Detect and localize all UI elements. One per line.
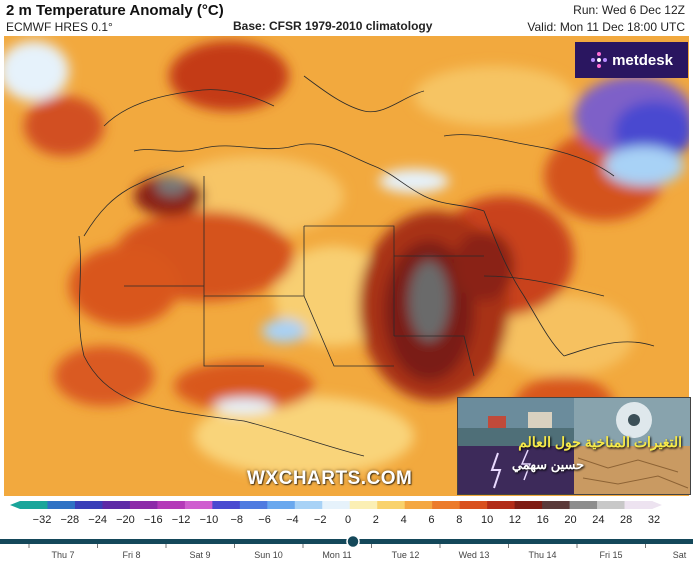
legend-swatch [542,501,571,509]
legend-swatch [349,501,378,509]
legend-swatch [624,501,653,509]
legend-tick-label: −32 [33,514,52,526]
anomaly-map[interactable] [4,36,689,496]
forecast-timeline[interactable]: Thu 7 Fri 8 Sat 9 Sun 10 Mon 11 Tue 12 Wed 13 T… [0,535,693,561]
legend-tick-label: 4 [401,514,407,526]
legend-tick-label: 16 [537,514,549,526]
climate-overlay-image: التغيرات المناخية حول العالم حسين سهمي [457,397,691,495]
overlay-collage [458,398,690,494]
legend-tick-label: −24 [88,514,107,526]
legend-tick-label: 6 [428,514,434,526]
legend-tick-label: 12 [509,514,521,526]
timeline-day-label[interactable]: Thu 7 [51,550,74,560]
legend-tick-label: −8 [230,514,243,526]
chart-header: 2 m Temperature Anomaly (°C) ECMWF HRES … [0,0,693,36]
legend-swatch [212,501,241,509]
legend-tick-label: 2 [373,514,379,526]
legend-swatch [20,501,49,509]
timeline-day-label[interactable]: Wed 13 [459,550,490,560]
legend-swatch [239,501,268,509]
timeline-track: Thu 7 Fri 8 Sat 9 Sun 10 Mon 11 Tue 12 Wed 13 T… [0,535,693,560]
chart-title: 2 m Temperature Anomaly (°C) [6,2,224,19]
overlay-author: حسين سهمي [511,457,585,472]
legend-tick-label: −10 [200,514,219,526]
legend-swatch [102,501,131,509]
legend-swatch [404,501,433,509]
legend-swatch [569,501,598,509]
base-climatology-label: Base: CFSR 1979-2010 climatology [233,19,433,33]
legend-min-arrow [10,501,20,509]
timeline-day-label[interactable]: Mon 11 [322,550,351,560]
timeline-day-label[interactable]: Fri 15 [599,550,622,560]
legend-swatch [294,501,323,509]
legend-tick-label: −2 [314,514,327,526]
legend-tick-label: 10 [481,514,493,526]
legend-swatch [184,501,213,509]
timeline-day-label[interactable]: Sat [673,550,687,560]
legend-tick-label: 20 [564,514,576,526]
legend-swatch [514,501,543,509]
legend-tick-label: −28 [60,514,79,526]
legend-swatch [47,501,76,509]
valid-time-label: Valid: Mon 11 Dec 18:00 UTC [527,20,685,34]
legend-swatch [597,501,626,509]
legend-swatch [267,501,296,509]
overlay-title: التغيرات المناخية حول العالم [518,434,682,450]
timeline-day-label[interactable]: Sun 10 [254,550,283,560]
legend-tick-label: −6 [258,514,271,526]
metdesk-brand-badge[interactable]: metdesk [575,42,688,78]
legend-tick-label: 32 [648,514,660,526]
legend-swatch [129,501,158,509]
wxcharts-watermark: WXCHARTS.COM [247,468,413,489]
legend-swatch [322,501,351,509]
legend-swatch [487,501,516,509]
legend-swatch [74,501,104,509]
legend-tick-label: 8 [456,514,462,526]
metdesk-brand-name: metdesk [612,51,673,69]
legend-max-arrow [652,501,662,509]
timeline-day-label[interactable]: Sat 9 [189,550,210,560]
legend-swatch [377,501,406,509]
legend-tick-label: −16 [144,514,163,526]
timeline-day-label[interactable]: Thu 14 [528,550,556,560]
timeline-day-label[interactable]: Fri 8 [123,550,141,560]
metdesk-logo-icon [591,52,608,68]
legend-tick-label: −4 [286,514,299,526]
anomaly-map-canvas [4,36,689,496]
legend-tick-label: 28 [620,514,632,526]
legend-tick-label: 24 [592,514,604,526]
legend-swatch [157,501,186,509]
legend-tick-label: −20 [116,514,135,526]
legend-tick-label: −12 [172,514,191,526]
color-scale-bar: −32 −28 −24 −20 −16 −12 −10 −8 −6 −4 −2 0 2 4 6 8 10 12 16… [10,501,662,526]
model-label: ECMWF HRES 0.1° [6,20,113,34]
timeline-slider-handle[interactable] [346,535,360,549]
run-time-label: Run: Wed 6 Dec 12Z [573,3,685,17]
color-scale-legend: −32 −28 −24 −20 −16 −12 −10 −8 −6 −4 −2 0 2 4 6 8 10 12 16… [0,497,693,531]
legend-swatch [459,501,488,509]
timeline-day-label[interactable]: Tue 12 [392,550,420,560]
legend-tick-label: 0 [345,514,351,526]
legend-swatch [432,501,461,509]
